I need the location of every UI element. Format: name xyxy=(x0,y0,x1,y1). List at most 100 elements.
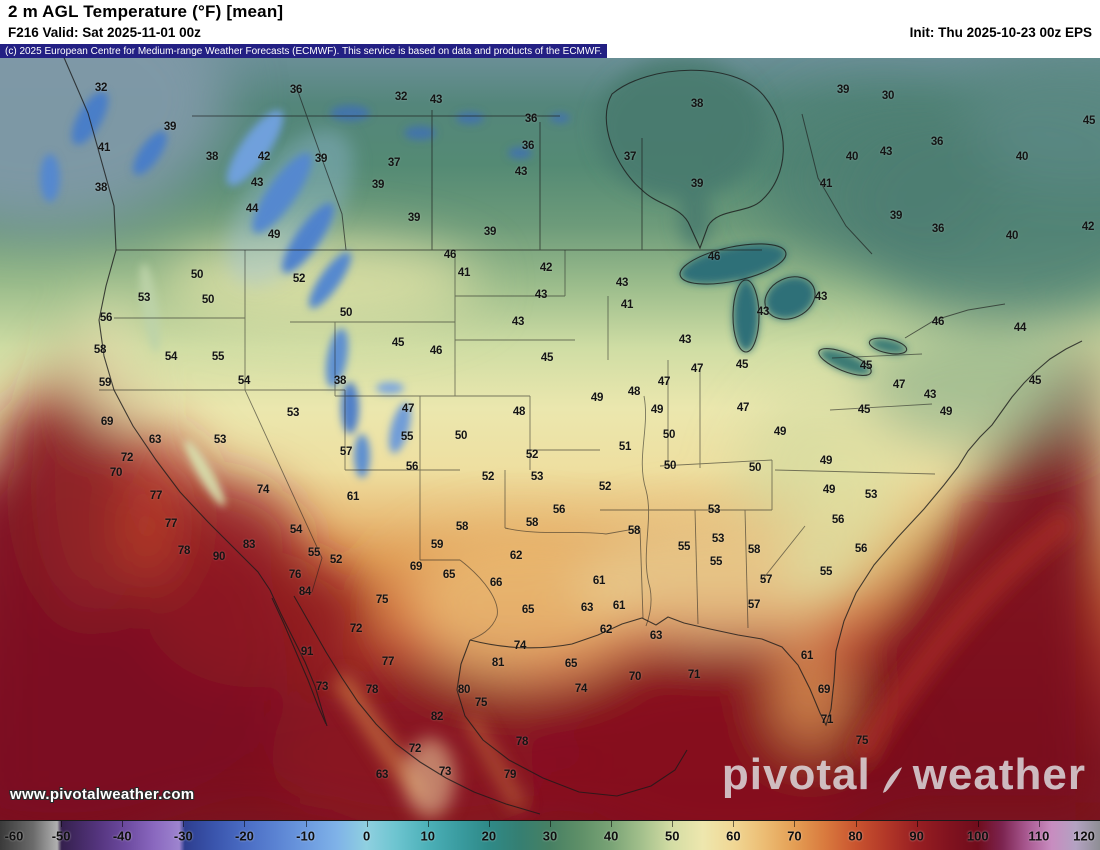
temp-label: 76 xyxy=(288,569,302,581)
temp-label: 74 xyxy=(256,484,270,496)
colorbar-tick-label: 40 xyxy=(603,828,619,843)
temp-label: 72 xyxy=(408,743,422,755)
temp-label: 57 xyxy=(339,446,353,458)
temperature-field-regions xyxy=(0,58,1100,820)
temp-label: 73 xyxy=(315,681,329,693)
temp-label: 61 xyxy=(346,491,360,503)
temp-label: 45 xyxy=(735,359,749,371)
temp-label: 55 xyxy=(677,541,691,553)
temp-label: 39 xyxy=(371,179,385,191)
temp-label: 46 xyxy=(931,316,945,328)
init-time-label: Init: Thu 2025-10-23 00z EPS xyxy=(909,25,1092,40)
temp-label: 42 xyxy=(539,262,553,274)
temp-label: 39 xyxy=(889,210,903,222)
temp-label: 75 xyxy=(855,735,869,747)
colorbar-tick xyxy=(488,821,490,827)
temp-label: 55 xyxy=(211,351,225,363)
temp-label: 53 xyxy=(213,434,227,446)
gulf-stream-band xyxy=(848,507,1078,765)
temp-label: 50 xyxy=(190,269,204,281)
temp-label: 48 xyxy=(512,406,526,418)
colorbar-tick-label: 60 xyxy=(726,828,741,843)
temp-label: 43 xyxy=(429,94,443,106)
temp-label: 32 xyxy=(394,91,408,103)
temp-label: 45 xyxy=(857,404,871,416)
temp-label: 44 xyxy=(1013,322,1027,334)
colorbar-tick xyxy=(366,821,368,827)
temp-label: 54 xyxy=(237,375,251,387)
temp-label: 39 xyxy=(483,226,497,238)
temp-label: 40 xyxy=(1005,230,1019,242)
colorbar-tick xyxy=(672,821,674,827)
colorbar-tick-label: 10 xyxy=(420,828,435,843)
temperature-map: 32 36 32 43 38 39 30 36 45 39 36 41 36 43 40 38 42 39 37 40… xyxy=(0,58,1100,820)
temp-label: 58 xyxy=(93,344,107,356)
temp-label: 36 xyxy=(930,136,944,148)
colorbar-tick xyxy=(427,821,429,827)
temp-label: 65 xyxy=(564,658,578,670)
temp-label: 43 xyxy=(250,177,264,189)
temp-label: 30 xyxy=(881,90,895,102)
temp-label: 43 xyxy=(615,277,629,289)
temp-label: 75 xyxy=(375,594,389,606)
colorbar-tick xyxy=(305,821,307,827)
temp-label: 38 xyxy=(205,151,219,163)
temp-label: 43 xyxy=(678,334,692,346)
temp-label: 79 xyxy=(503,769,517,781)
temp-label: 41 xyxy=(819,178,833,190)
temp-label: 54 xyxy=(289,524,303,536)
james-bay xyxy=(679,188,711,248)
temp-label: 78 xyxy=(515,736,529,748)
temp-label: 57 xyxy=(759,574,773,586)
hudson-bay xyxy=(595,58,765,198)
temp-label: 47 xyxy=(401,403,415,415)
colorbar-tick-label: 100 xyxy=(966,828,989,843)
temp-label: 43 xyxy=(534,289,548,301)
lake-superior xyxy=(680,243,786,285)
colorbar-tick-label: -10 xyxy=(296,828,315,843)
map-labels: 32 36 32 43 38 39 30 36 45 39 36 41 36 43 40 38 42 39 37 40… xyxy=(0,58,1100,820)
temp-label: 57 xyxy=(747,599,761,611)
valid-time-label: F216 Valid: Sat 2025-11-01 00z xyxy=(8,25,201,40)
colorbar-tick xyxy=(244,821,246,827)
temp-label: 47 xyxy=(690,363,704,375)
temp-label: 39 xyxy=(163,121,177,133)
temp-label: 55 xyxy=(307,547,321,559)
temp-label: 65 xyxy=(442,569,456,581)
temp-label: 70 xyxy=(109,467,123,479)
temp-label: 52 xyxy=(292,273,306,285)
temp-label: 40 xyxy=(1015,151,1029,163)
temp-label: 81 xyxy=(491,657,505,669)
page-title: 2 m AGL Temperature (°F) [mean] xyxy=(8,2,284,21)
colorbar-tick xyxy=(916,821,918,827)
temp-label: 53 xyxy=(864,489,878,501)
brand-word-pivotal: pivotal xyxy=(721,750,871,799)
temp-label: 50 xyxy=(201,294,215,306)
temp-label: 50 xyxy=(454,430,468,442)
lake-huron xyxy=(764,276,816,320)
map-canvas xyxy=(0,58,1100,820)
temp-label: 90 xyxy=(212,551,226,563)
colorbar-tick-label: 80 xyxy=(848,828,863,843)
temp-label: 65 xyxy=(521,604,535,616)
temp-label: 58 xyxy=(627,525,641,537)
colorbar-tick xyxy=(183,821,185,827)
hudson-bay-outline xyxy=(605,69,784,250)
temp-label: 74 xyxy=(513,640,527,652)
brand-word-weather: weather xyxy=(912,750,1086,799)
temp-label: 32 xyxy=(94,82,108,94)
temp-label: 62 xyxy=(509,550,523,562)
temp-label: 38 xyxy=(333,375,347,387)
temp-label: 51 xyxy=(618,441,632,453)
temp-label: 46 xyxy=(707,251,721,263)
temp-label: 71 xyxy=(820,714,834,726)
copyright-banner: (c) 2025 European Centre for Medium-rang… xyxy=(0,44,608,59)
colorbar-tick-label: 50 xyxy=(664,828,680,843)
temp-label: 53 xyxy=(530,471,544,483)
temp-label: 52 xyxy=(525,449,539,461)
temp-label: 43 xyxy=(756,306,770,318)
colorbar: -60 -50 -40 -30 -20 -10 0 10 20 30 40 50 60 70 80 90 100… xyxy=(0,820,1100,850)
temp-label: 56 xyxy=(854,543,868,555)
temp-label: 36 xyxy=(521,140,535,152)
temp-label: 71 xyxy=(687,669,701,681)
